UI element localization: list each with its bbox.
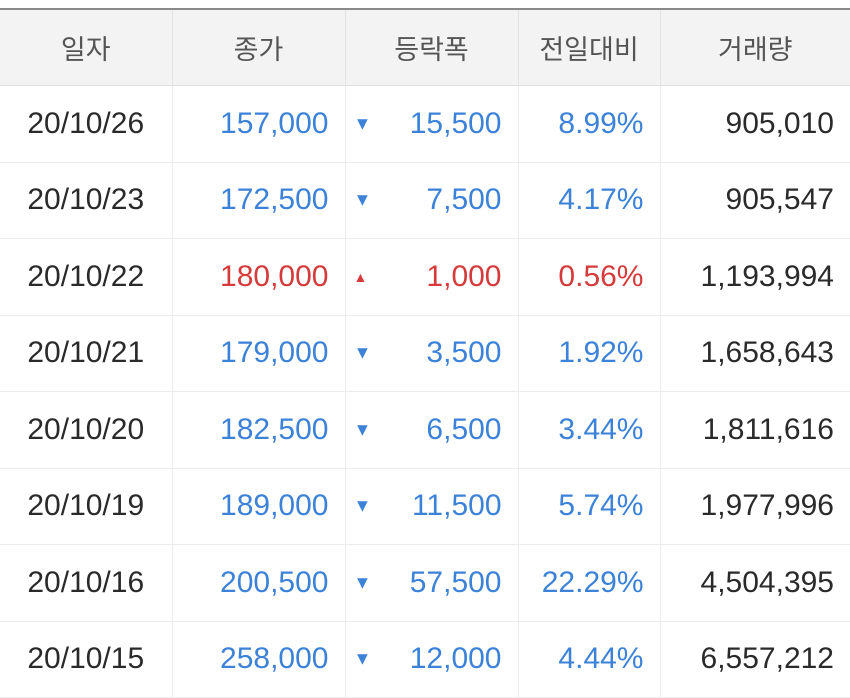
- change-pct-cell: 8.99%: [518, 85, 661, 163]
- change-pct-cell: 0.56%: [518, 238, 661, 316]
- close-cell: 200,500: [172, 544, 346, 622]
- volume-cell: 6,557,212: [660, 621, 850, 698]
- date-cell: 20/10/19: [0, 468, 173, 545]
- change-pct-cell: 1.92%: [518, 315, 661, 392]
- volume-cell: 4,504,395: [660, 544, 850, 622]
- change-pct-cell: 22.29%: [518, 544, 661, 622]
- volume-cell: 1,811,616: [660, 391, 850, 469]
- change-value: 11,500: [411, 489, 502, 523]
- change-cell: ▼ 15,500: [345, 85, 519, 163]
- close-cell: 172,500: [172, 162, 346, 239]
- change-pct-cell: 5.74%: [518, 468, 661, 545]
- change-value: 57,500: [409, 565, 502, 599]
- triangle-down-icon: ▼: [353, 495, 372, 516]
- close-cell: 180,000: [172, 238, 346, 316]
- table-row[interactable]: 20/10/23 172,500 ▼ 7,500 4.17% 905,547: [0, 162, 850, 239]
- triangle-down-icon: ▼: [353, 113, 372, 134]
- change-value: 6,500: [426, 412, 502, 446]
- triangle-up-icon: ▲: [353, 268, 368, 285]
- change-pct-cell: 4.44%: [518, 621, 661, 698]
- triangle-down-icon: ▼: [353, 342, 372, 363]
- volume-cell: 1,658,643: [660, 315, 850, 392]
- triangle-down-icon: ▼: [353, 189, 372, 210]
- table-row[interactable]: 20/10/22 180,000 ▲ 1,000 0.56% 1,193,994: [0, 238, 850, 316]
- close-cell: 258,000: [172, 621, 346, 698]
- volume-cell: 1,193,994: [660, 238, 850, 316]
- date-cell: 20/10/21: [0, 315, 173, 392]
- triangle-down-icon: ▼: [353, 572, 372, 593]
- change-cell: ▼ 7,500: [345, 162, 519, 239]
- date-cell: 20/10/23: [0, 162, 173, 239]
- header-close: 종가: [172, 10, 346, 86]
- change-value: 15,500: [409, 106, 502, 140]
- close-cell: 157,000: [172, 85, 346, 163]
- date-cell: 20/10/15: [0, 621, 173, 698]
- header-date: 일자: [0, 10, 173, 86]
- date-cell: 20/10/20: [0, 391, 173, 469]
- triangle-down-icon: ▼: [353, 419, 372, 440]
- header-volume: 거래량: [660, 10, 850, 86]
- date-cell: 20/10/16: [0, 544, 173, 622]
- change-cell: ▼ 11,500: [345, 468, 519, 545]
- table-row[interactable]: 20/10/16 200,500 ▼ 57,500 22.29% 4,504,395: [0, 544, 850, 622]
- price-history-table: 일자 종가 등락폭 전일대비 거래량 20/10/26 157,000 ▼ 15,50…: [0, 10, 850, 698]
- change-value: 12,000: [409, 642, 502, 676]
- change-cell: ▼ 57,500: [345, 544, 519, 622]
- close-cell: 182,500: [172, 391, 346, 469]
- change-value: 3,500: [426, 336, 502, 370]
- header-change-pct: 전일대비: [518, 10, 661, 86]
- change-cell: ▼ 12,000: [345, 621, 519, 698]
- date-cell: 20/10/22: [0, 238, 173, 316]
- table-header-row: 일자 종가 등락폭 전일대비 거래량: [0, 10, 850, 86]
- volume-cell: 905,547: [660, 162, 850, 239]
- change-cell: ▼ 3,500: [345, 315, 519, 392]
- table-row[interactable]: 20/10/15 258,000 ▼ 12,000 4.44% 6,557,212: [0, 621, 850, 698]
- change-pct-cell: 4.17%: [518, 162, 661, 239]
- triangle-down-icon: ▼: [353, 648, 372, 669]
- table-row[interactable]: 20/10/19 189,000 ▼ 11,500 5.74% 1,977,996: [0, 468, 850, 545]
- table-row[interactable]: 20/10/26 157,000 ▼ 15,500 8.99% 905,010: [0, 85, 850, 163]
- change-value: 1,000: [426, 259, 502, 293]
- close-cell: 189,000: [172, 468, 346, 545]
- header-change: 등락폭: [345, 10, 519, 86]
- volume-cell: 905,010: [660, 85, 850, 163]
- price-history-table-container: 일자 종가 등락폭 전일대비 거래량 20/10/26 157,000 ▼ 15,50…: [0, 8, 850, 698]
- change-cell: ▼ 6,500: [345, 391, 519, 469]
- table-row[interactable]: 20/10/21 179,000 ▼ 3,500 1.92% 1,658,643: [0, 315, 850, 392]
- close-cell: 179,000: [172, 315, 346, 392]
- change-pct-cell: 3.44%: [518, 391, 661, 469]
- change-cell: ▲ 1,000: [345, 238, 519, 316]
- date-cell: 20/10/26: [0, 85, 173, 163]
- volume-cell: 1,977,996: [660, 468, 850, 545]
- change-value: 7,500: [426, 183, 502, 217]
- table-row[interactable]: 20/10/20 182,500 ▼ 6,500 3.44% 1,811,616: [0, 391, 850, 469]
